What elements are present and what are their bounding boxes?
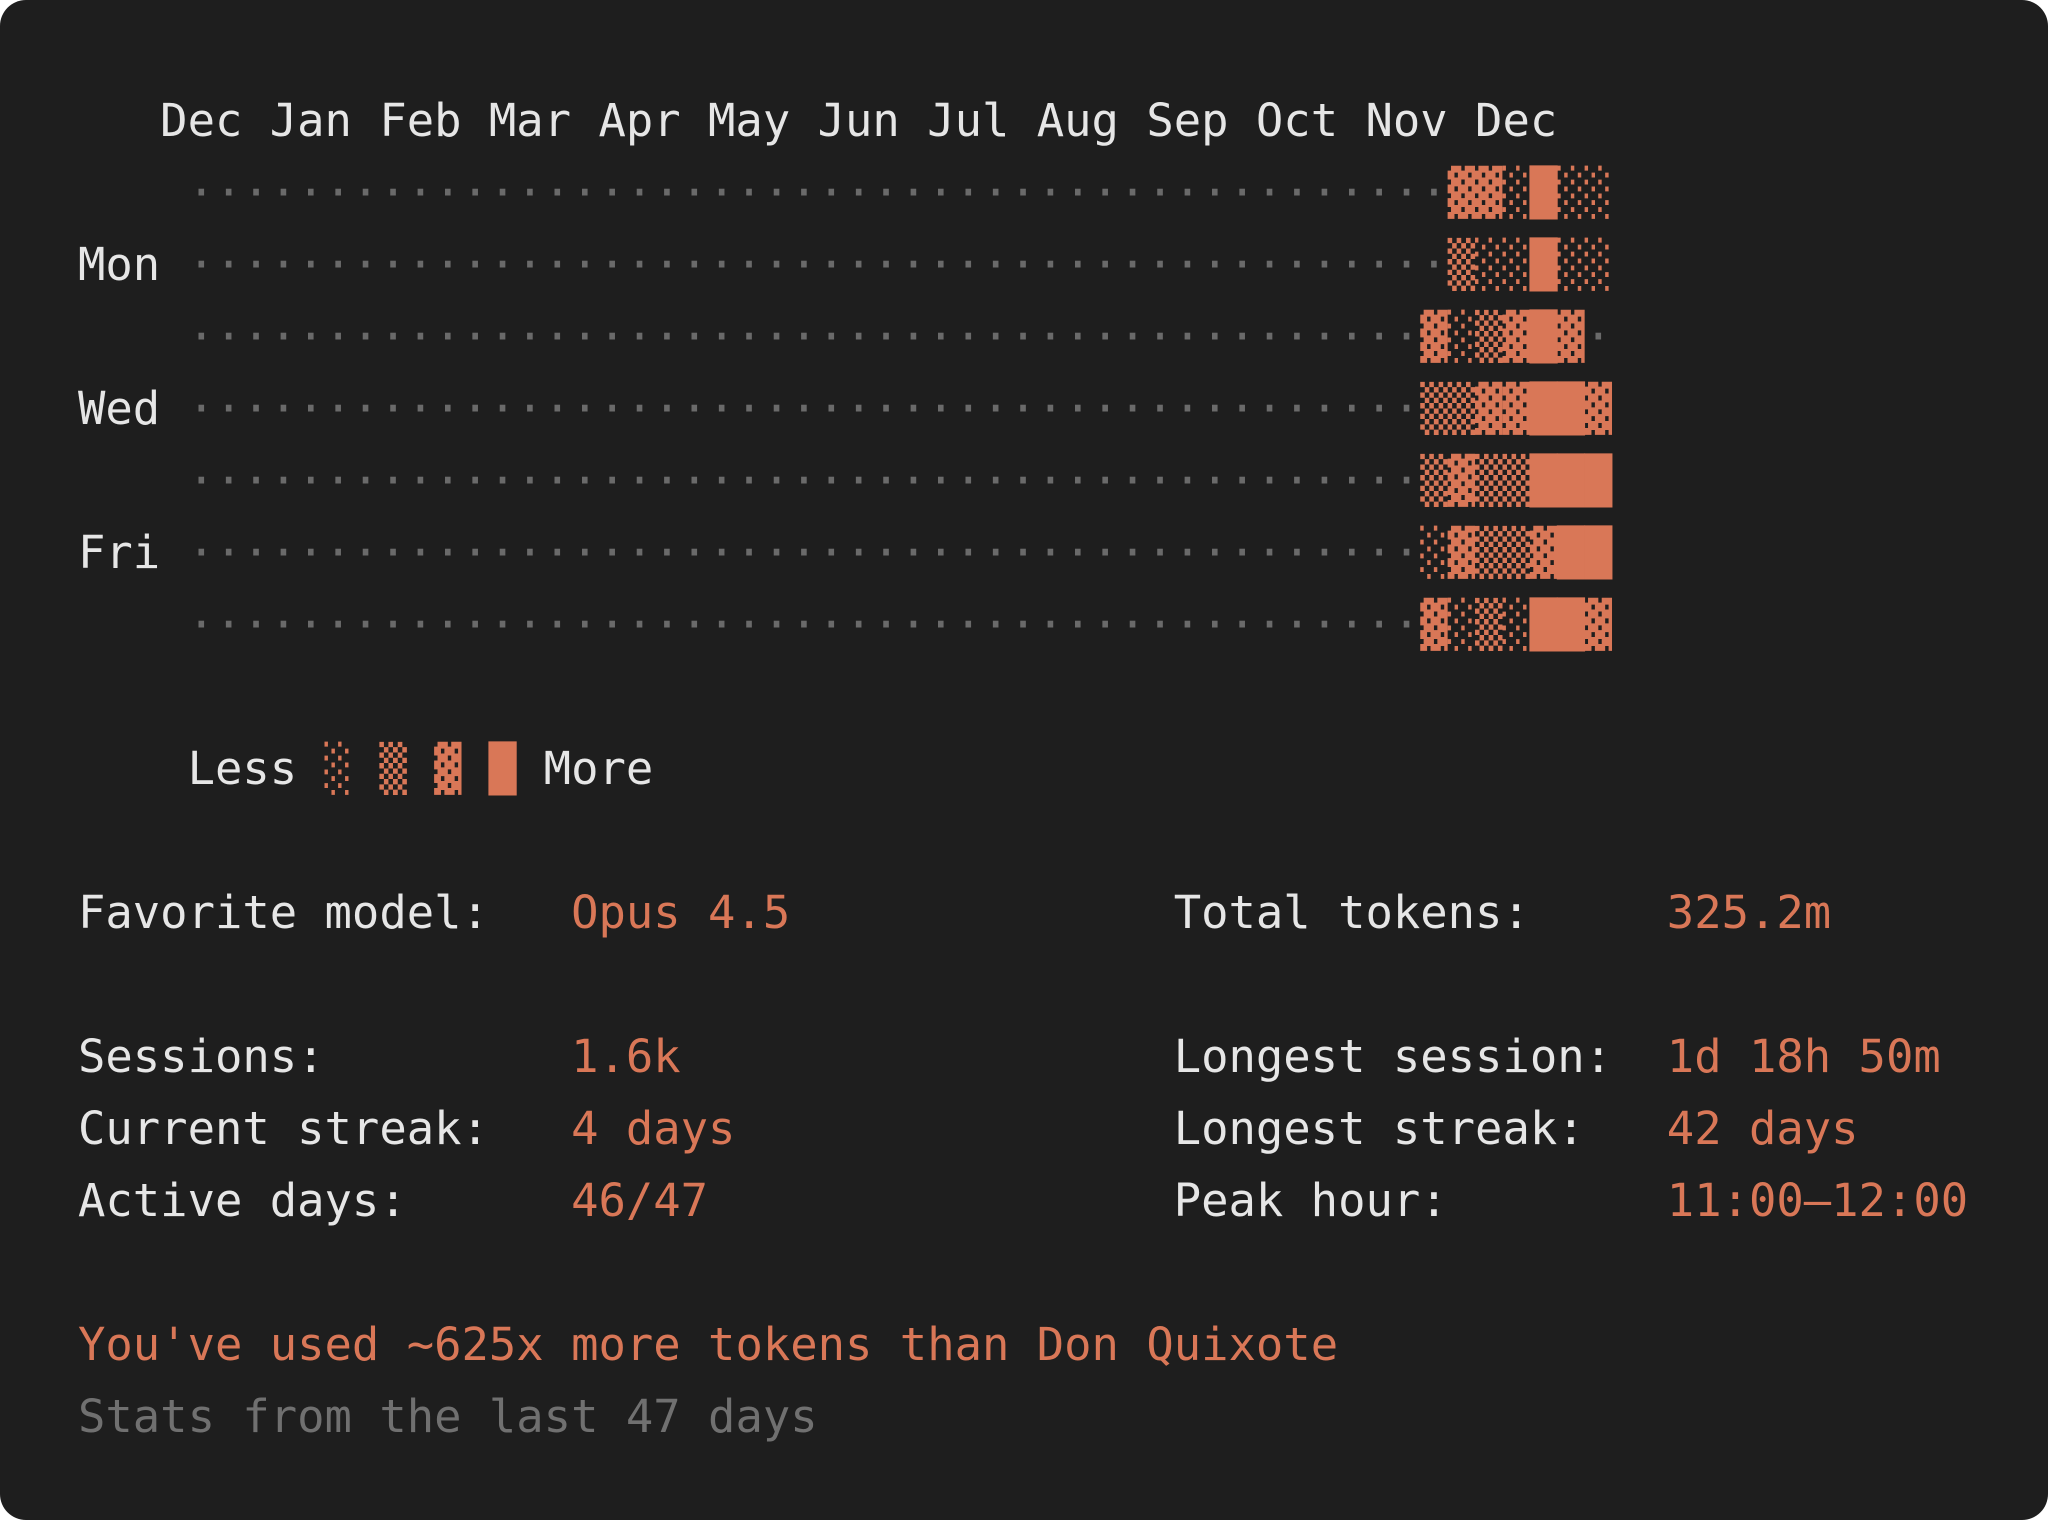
legend-swatch: ▒ [379, 742, 407, 795]
day-label: Fri [78, 526, 161, 579]
stats-row: Sessions: 1.6k Longest session: 1d 18h 50m [78, 1021, 2028, 1093]
month-label: Jul [927, 94, 1010, 147]
stats-row: Favorite model: Opus 4.5 Total tokens: 325.… [78, 877, 2028, 949]
empty-cells: ········································… [187, 454, 1421, 507]
stat-label: Longest session: [1173, 1030, 1613, 1083]
heatmap-row: Mon ·····································… [78, 229, 2028, 301]
heatmap-row: Fri ·····································… [78, 517, 2028, 589]
heatmap-row: ········································… [78, 157, 2028, 229]
activity-cells: ▒░░█░░ [1447, 238, 1613, 291]
note: Stats from the last 47 days [78, 1390, 818, 1443]
activity-cells: ░▓▒▒▓██ [1420, 526, 1613, 579]
month-label: May [708, 94, 791, 147]
activity-cells: ▓░▒░██▓ [1420, 598, 1613, 651]
stat-value: Opus 4.5 [571, 886, 791, 939]
note-line: Stats from the last 47 days [78, 1381, 2028, 1453]
heatmap-row: ········································… [78, 589, 2028, 661]
legend: Less ░ ▒ ▓ █ More [78, 733, 2028, 805]
empty-cells: ········································… [187, 526, 1421, 579]
activity-cells: ▒▒▓▓██▓ [1420, 382, 1613, 435]
stats-row: Active days: 46/47 Peak hour: 11:00–12:00 [78, 1165, 2028, 1237]
legend-less: Less [187, 742, 298, 795]
day-label: Mon [78, 238, 161, 291]
month-label: Dec [160, 94, 243, 147]
month-label: Sep [1146, 94, 1229, 147]
legend-more: More [543, 742, 654, 795]
legend-swatch: █ [488, 742, 517, 795]
stat-value: 325.2m [1666, 886, 1832, 939]
legend-swatch: ░ [324, 742, 352, 795]
stat-value: 1.6k [571, 1030, 681, 1083]
stat-label: Longest streak: [1173, 1102, 1585, 1155]
stat-label: Peak hour: [1173, 1174, 1448, 1227]
stat-value: 11:00–12:00 [1666, 1174, 1969, 1227]
month-label: Jun [817, 94, 900, 147]
month-label: Dec [1475, 94, 1558, 147]
empty-cells: ········································… [187, 166, 1448, 219]
day-label: Wed [78, 382, 161, 435]
stat-label: Current streak: [78, 1102, 489, 1155]
comparison: You've used ~625x more tokens than Don Q… [78, 1318, 1339, 1371]
stat-value: 42 days [1666, 1102, 1859, 1155]
month-label: Jan [269, 94, 352, 147]
activity-cells: ▓░▒▓█▓ [1420, 310, 1585, 363]
heatmap-row: ········································… [78, 301, 2028, 373]
month-label: Apr [598, 94, 681, 147]
empty-cells: ········································… [187, 238, 1448, 291]
stats-row: Current streak: 4 days Longest streak: 42 d… [78, 1093, 2028, 1165]
month-label: Aug [1036, 94, 1119, 147]
empty-cells: · [1584, 310, 1613, 363]
empty-cells: ········································… [187, 310, 1421, 363]
heatmap-row: Wed ·····································… [78, 373, 2028, 445]
stat-value: 1d 18h 50m [1666, 1030, 1941, 1083]
legend-swatch: ▓ [434, 742, 462, 795]
month-label: Oct [1255, 94, 1339, 147]
heatmap-row: ········································… [78, 445, 2028, 517]
activity-cells: ▒▓▒▒███ [1420, 454, 1613, 507]
comparison-line: You've used ~625x more tokens than Don Q… [78, 1309, 2028, 1381]
month-label: Feb [379, 94, 462, 147]
activity-cells: ▓▓░█░░ [1447, 166, 1613, 219]
stat-label: Sessions: [78, 1030, 325, 1083]
month-label: Nov [1365, 94, 1448, 147]
stat-value: 46/47 [571, 1174, 709, 1227]
stat-value: 4 days [571, 1102, 736, 1155]
stat-label: Favorite model: [78, 886, 489, 939]
stat-label: Active days: [78, 1174, 407, 1227]
month-header: Dec Jan Feb Mar Apr May Jun Jul Aug Sep Oct Nov Dec [78, 85, 2028, 157]
stat-label: Total tokens: [1173, 886, 1530, 939]
empty-cells: ········································… [187, 382, 1421, 435]
empty-cells: ········································… [187, 598, 1421, 651]
month-label: Mar [488, 94, 572, 147]
